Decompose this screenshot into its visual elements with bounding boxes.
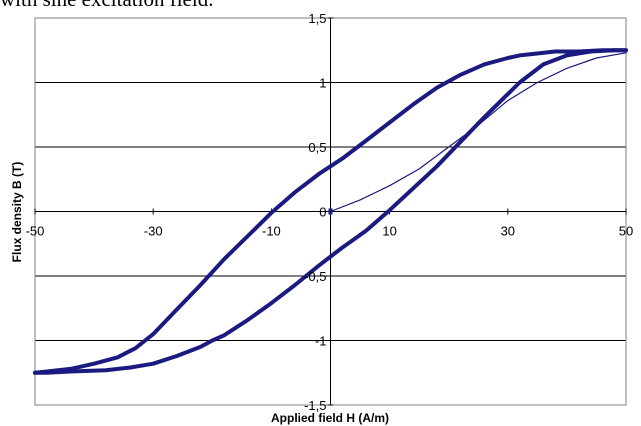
y-tick-label: 0 — [319, 205, 326, 220]
x-tick-label: -30 — [144, 224, 163, 239]
initial-curve — [329, 52, 627, 213]
tick-labels: -50 -30 -10 10 30 50 -1,5 -1 -0,5 0 0,5 1 1,5 — [26, 11, 634, 413]
y-tick-label: 1 — [319, 76, 326, 91]
y-axis-label: Flux density B (T) — [10, 162, 24, 263]
x-axis-label: Applied field H (A/m) — [271, 411, 389, 425]
loop-branch-2 — [33, 48, 628, 375]
x-tick-label: 10 — [382, 224, 396, 239]
y-tick-label: -0,5 — [304, 269, 326, 284]
x-tick-label: 50 — [619, 224, 633, 239]
series-layer — [33, 48, 628, 375]
x-tick-label: -50 — [26, 224, 45, 239]
caption-fragment: with sine excitation field. — [0, 0, 213, 12]
y-tick-label: 1,5 — [308, 11, 326, 26]
y-tick-label: -1 — [315, 334, 327, 349]
origin-marker — [328, 208, 333, 215]
loop-branch-1 — [33, 48, 628, 375]
x-tick-label: 30 — [501, 224, 515, 239]
x-tick-label: -10 — [262, 224, 281, 239]
y-tick-label: 0,5 — [308, 140, 326, 155]
y-tick-label: -1,5 — [304, 398, 326, 413]
